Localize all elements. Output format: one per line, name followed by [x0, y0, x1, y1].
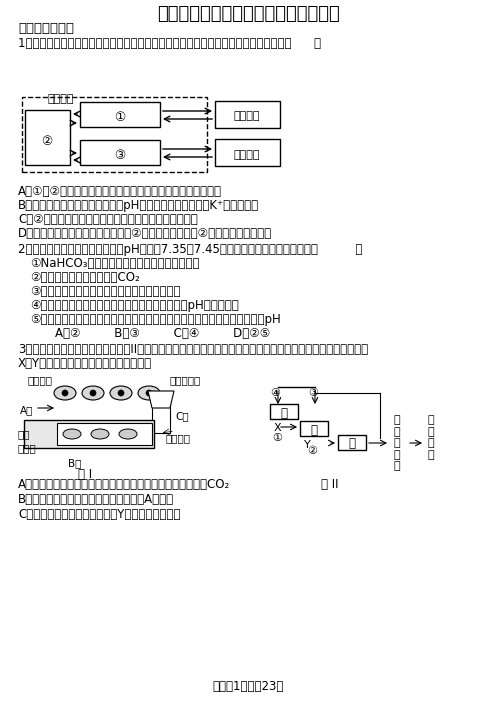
Ellipse shape	[146, 390, 152, 396]
Text: ①NaHCO₃等碱性物质对血液酸碱度起缓冲作用: ①NaHCO₃等碱性物质对血液酸碱度起缓冲作用	[30, 257, 199, 270]
Text: 图 I: 图 I	[78, 468, 92, 481]
Text: 答案第1页，共23页: 答案第1页，共23页	[212, 680, 284, 693]
Text: C液: C液	[175, 411, 188, 421]
Bar	[57, 423, 152, 445]
Text: B．某人长期营养不良，则会引起图二中A液增多: B．某人长期营养不良，则会引起图二中A液增多	[18, 493, 174, 506]
Bar	[80, 140, 160, 165]
Text: 一、单项选择题: 一、单项选择题	[18, 22, 74, 35]
Text: B．过量补充生理盐水时，会影响pH的稳态，也会使血浆中K⁺的浓度偏低: B．过量补充生理盐水时，会影响pH的稳态，也会使血浆中K⁺的浓度偏低	[18, 199, 259, 212]
Text: C．②中无机盐浓度过高时，垂体释放的相关激素会增加: C．②中无机盐浓度过高时，垂体释放的相关激素会增加	[18, 213, 198, 226]
Ellipse shape	[90, 390, 96, 396]
Bar	[270, 404, 298, 419]
Bar	[215, 139, 280, 166]
Text: 组织细胞: 组织细胞	[28, 375, 53, 385]
Text: 细
胞
代
谢: 细 胞 代 谢	[428, 415, 434, 460]
Text: 血液: 血液	[18, 429, 30, 439]
Bar	[80, 102, 160, 127]
Text: 毛细血管: 毛细血管	[165, 433, 190, 443]
Text: 图 II: 图 II	[321, 478, 339, 491]
Ellipse shape	[118, 390, 124, 396]
Bar	[338, 435, 366, 450]
Text: X: X	[274, 423, 282, 433]
Ellipse shape	[138, 386, 160, 400]
Text: ⑤食物中的碱性物质与新陈代谢产生的酸性物质所构成的缓冲对调节了血液pH: ⑤食物中的碱性物质与新陈代谢产生的酸性物质所构成的缓冲对调节了血液pH	[30, 313, 281, 326]
Text: ①: ①	[115, 111, 125, 124]
Text: 丙: 丙	[349, 437, 356, 450]
Ellipse shape	[62, 390, 68, 396]
Bar	[22, 97, 207, 172]
Ellipse shape	[63, 429, 81, 439]
Text: 2．科学家通过研究发现，人血液pH通常在7.35～7.45之间，变化不大的原因不包括（          ）: 2．科学家通过研究发现，人血液pH通常在7.35～7.45之间，变化不大的原因不…	[18, 243, 363, 256]
Text: ③: ③	[115, 149, 125, 162]
Bar	[24, 420, 154, 448]
Text: X、Y代表激素名称，下列叙述不正确的是: X、Y代表激素名称，下列叙述不正确的是	[18, 357, 152, 370]
Text: ②通过呼吸系统可不断排出CO₂: ②通过呼吸系统可不断排出CO₂	[30, 271, 140, 284]
Text: 细胞内液: 细胞内液	[234, 150, 260, 160]
Text: ②: ②	[41, 135, 53, 148]
Text: C．地方性甲状腺肿大与图二中Y激素分泌过量有关: C．地方性甲状腺肿大与图二中Y激素分泌过量有关	[18, 508, 181, 521]
Text: ①: ①	[272, 433, 282, 443]
Ellipse shape	[82, 386, 104, 400]
Text: B液: B液	[68, 458, 81, 468]
Text: 甲
状
腺
激
素: 甲 状 腺 激 素	[394, 415, 401, 472]
Ellipse shape	[54, 386, 76, 400]
Text: ④神经系统对呼吸运动强度的调节有利于维持血液pH的相对稳定: ④神经系统对呼吸运动强度的调节有利于维持血液pH的相对稳定	[30, 299, 239, 312]
Bar	[25, 110, 70, 165]
Text: ③血液中过多的碳酸盐可以由肾脏通过排出体外: ③血液中过多的碳酸盐可以由肾脏通过排出体外	[30, 285, 181, 298]
Text: 毛细淋巴管: 毛细淋巴管	[170, 375, 201, 385]
Text: ④: ④	[270, 388, 280, 398]
Bar	[152, 391, 170, 433]
Polygon shape	[148, 391, 174, 408]
Text: Y: Y	[304, 440, 311, 450]
Text: ③: ③	[308, 388, 318, 398]
Ellipse shape	[91, 429, 109, 439]
Text: 1．如图表示人体内的细胞与外界环境之间进行物质交换的过程，下列叙述不正确的是（      ）: 1．如图表示人体内的细胞与外界环境之间进行物质交换的过程，下列叙述不正确的是（ …	[18, 37, 321, 50]
Text: ②: ②	[307, 446, 317, 456]
Text: D．当人体蛋白质长期供应不足时，②处的渗透压下降，②处的渗透压明显上升: D．当人体蛋白质长期供应不足时，②处的渗透压下降，②处的渗透压明显上升	[18, 227, 272, 240]
Ellipse shape	[119, 429, 137, 439]
Text: A．①～②分别代表血浆、淋巴和组织液，共同构成人体内环境: A．①～②分别代表血浆、淋巴和组织液，共同构成人体内环境	[18, 185, 222, 198]
Text: 襄阳五中高二年级十二月月考生物试题: 襄阳五中高二年级十二月月考生物试题	[157, 5, 339, 23]
Text: 外界环境: 外界环境	[234, 111, 260, 121]
Text: 红细胞: 红细胞	[18, 443, 37, 453]
Text: 乙: 乙	[310, 424, 317, 437]
Text: A．图二中，红细胞通过协助扩散吸收血糖进行无氧呼吸产生CO₂: A．图二中，红细胞通过协助扩散吸收血糖进行无氧呼吸产生CO₂	[18, 478, 230, 491]
Text: A液: A液	[20, 405, 33, 415]
Bar	[300, 421, 328, 436]
Text: 3．图是某组织局部结构模式图，图II是人体甲状腺激素分泌的分级调节示意图，甲、乙、丙分别代表腺体名称，: 3．图是某组织局部结构模式图，图II是人体甲状腺激素分泌的分级调节示意图，甲、乙…	[18, 343, 368, 356]
Text: A．②         B．③         C．④         D．②⑤: A．② B．③ C．④ D．②⑤	[55, 327, 270, 340]
Ellipse shape	[110, 386, 132, 400]
Text: 甲: 甲	[281, 407, 288, 420]
Bar	[215, 101, 280, 128]
Text: 细胞外液: 细胞外液	[48, 94, 74, 104]
